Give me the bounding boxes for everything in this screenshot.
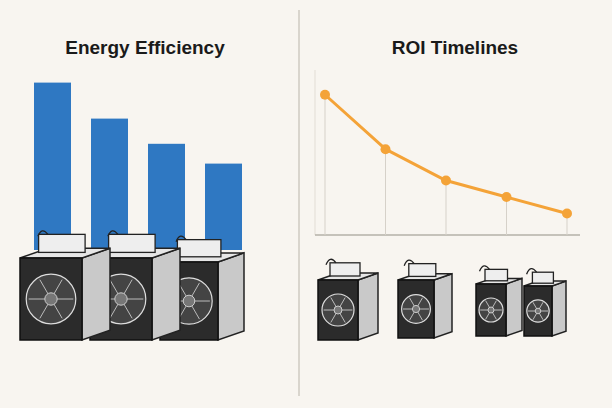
miner-psu bbox=[532, 272, 553, 283]
miner-fan bbox=[479, 298, 503, 322]
miner-hub bbox=[334, 306, 342, 314]
miner-icon bbox=[20, 231, 110, 340]
chart-title: Energy Efficiency bbox=[65, 37, 225, 58]
miner-side bbox=[152, 248, 180, 340]
canvas: Energy Efficiency ROI Timelines bbox=[0, 0, 612, 408]
miner-fan bbox=[402, 295, 431, 324]
x-axis bbox=[315, 234, 580, 235]
miner-front bbox=[20, 258, 82, 340]
line-group bbox=[320, 90, 572, 235]
miner-side bbox=[358, 273, 378, 340]
miner-cable bbox=[38, 231, 48, 237]
bar bbox=[34, 83, 71, 250]
marker bbox=[381, 144, 391, 154]
bar bbox=[91, 119, 128, 250]
bar bbox=[205, 164, 242, 250]
marker bbox=[320, 90, 330, 100]
miner-hub bbox=[45, 293, 57, 305]
drop-line bbox=[385, 149, 386, 235]
miner-hub bbox=[535, 308, 541, 314]
marker bbox=[502, 192, 512, 202]
background bbox=[0, 0, 612, 408]
miner-front bbox=[524, 286, 552, 336]
miner-psu bbox=[177, 240, 221, 257]
miner-fan bbox=[322, 294, 354, 326]
miner-front bbox=[398, 280, 434, 338]
miner-icon bbox=[398, 260, 452, 338]
miner-hub bbox=[115, 293, 127, 305]
miners-right bbox=[318, 259, 566, 340]
miner-front bbox=[318, 280, 358, 340]
miner-front bbox=[476, 284, 506, 336]
miner-psu bbox=[109, 234, 156, 252]
miner-psu bbox=[330, 263, 360, 276]
miner-cable bbox=[176, 236, 186, 242]
miner-cable bbox=[326, 259, 336, 265]
miner-side bbox=[552, 281, 566, 336]
miner-side bbox=[218, 253, 244, 340]
chart-title: ROI Timelines bbox=[392, 37, 518, 58]
marker bbox=[562, 209, 572, 219]
miner-hub bbox=[412, 305, 419, 312]
divider bbox=[298, 10, 300, 396]
miner-icon bbox=[524, 269, 566, 336]
miner-cable bbox=[404, 260, 414, 266]
miner-psu bbox=[409, 264, 436, 277]
miner-hub bbox=[183, 295, 195, 307]
miner-psu bbox=[485, 269, 508, 280]
drop-line bbox=[446, 181, 447, 235]
line bbox=[325, 95, 567, 214]
miner-side bbox=[506, 278, 522, 336]
miner-side bbox=[82, 248, 110, 340]
miner-psu bbox=[39, 234, 86, 252]
miner-cable bbox=[480, 266, 490, 272]
drop-line bbox=[506, 197, 507, 235]
miner-side bbox=[434, 274, 452, 338]
miner-cable bbox=[108, 231, 118, 237]
marker bbox=[441, 176, 451, 186]
miners-left bbox=[20, 231, 244, 340]
bars bbox=[34, 83, 242, 250]
miner-icon bbox=[318, 259, 378, 340]
miner-icon bbox=[476, 266, 522, 336]
miner-fan bbox=[26, 274, 76, 324]
drop-line bbox=[325, 95, 326, 235]
miner-cable bbox=[527, 269, 537, 275]
miner-hub bbox=[488, 307, 494, 313]
miner-fan bbox=[527, 300, 549, 322]
y-axis bbox=[315, 70, 316, 235]
